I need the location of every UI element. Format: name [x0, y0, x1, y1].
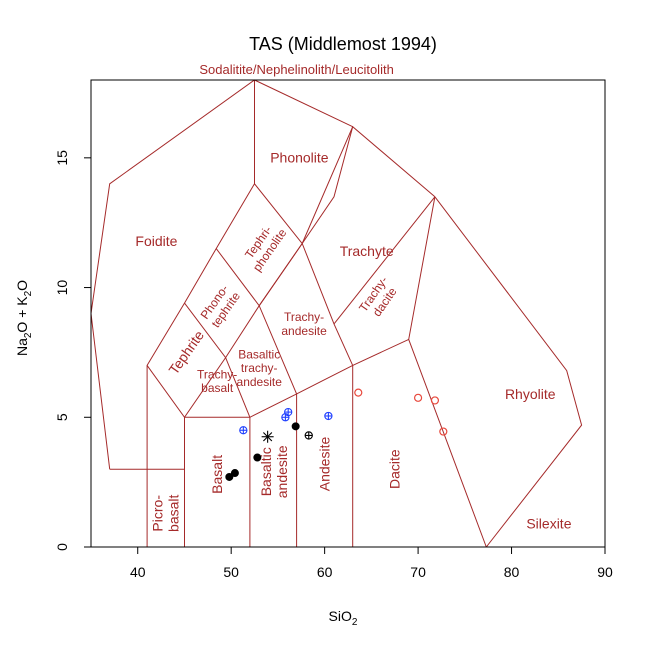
- field-label-phonolite: Phonolite: [270, 150, 329, 166]
- data-point-11: [413, 393, 423, 402]
- field-label-rhyolite: Rhyolite: [505, 386, 556, 402]
- field-label-trachyte: Trachyte: [340, 243, 394, 259]
- chart-title: TAS (Middlemost 1994): [249, 34, 437, 54]
- y-tick-label-0: 0: [54, 543, 70, 551]
- y-tick-label-5: 5: [54, 413, 70, 421]
- field-label-tephri-phonolite: Tephri-phonolite: [239, 218, 290, 274]
- data-point-10: [354, 388, 363, 397]
- field-boundary-0: [146, 125, 436, 547]
- x-tick-label-70: 70: [410, 564, 426, 580]
- x-tick-label-40: 40: [130, 564, 146, 580]
- x-axis: 40 50 60 70 80 90: [130, 546, 613, 580]
- field-boundary-12: [333, 196, 436, 325]
- field-label-silexite: Silexite: [526, 516, 571, 532]
- field-label-basaltic-trachy-andesite: Basaltic trachy-andesite: [237, 347, 283, 389]
- field-boundaries: [90, 79, 583, 548]
- field-label-trachy-basalt: Trachy-basalt: [197, 367, 237, 395]
- x-tick-label-80: 80: [504, 564, 520, 580]
- data-point-3: [291, 422, 300, 431]
- y-tick-label-10: 10: [54, 280, 70, 296]
- field-boundary-2: [184, 338, 409, 547]
- field-label-andesite: Andesite: [317, 437, 333, 492]
- data-point-6: [239, 426, 248, 435]
- field-labels: Foidite Phonolite Trachyte Rhyolite Silexite…: [135, 62, 571, 532]
- field-label-foidite: Foidite: [135, 233, 177, 249]
- x-axis-label: SiO2: [329, 608, 358, 628]
- plot-frame: [90, 79, 606, 548]
- data-point-1: [230, 469, 239, 478]
- x-tick-label-90: 90: [597, 564, 613, 580]
- y-axis-label: Na2O + K2O: [14, 280, 34, 356]
- field-boundary-11: [258, 242, 354, 366]
- data-point-4: [261, 430, 274, 443]
- data-points: [225, 388, 448, 481]
- y-tick-label-15: 15: [54, 150, 70, 166]
- field-label-basalt: Basalt: [209, 455, 225, 494]
- data-point-0: [225, 472, 234, 481]
- field-boundary-13: [408, 196, 487, 548]
- field-label-sodalitite: Sodalitite/Nephelinolith/Leucitolith: [199, 62, 393, 77]
- x-tick-label-50: 50: [223, 564, 239, 580]
- y-axis: 0 5 10 15: [54, 150, 92, 551]
- x-tick-label-60: 60: [317, 564, 333, 580]
- field-boundary-7: [184, 302, 251, 418]
- field-label-picro-basalt: Picro-basalt: [150, 494, 182, 531]
- field-label-trachy-dacite: Trachy-dacite: [356, 274, 402, 323]
- field-boundary-10: [301, 126, 354, 244]
- data-point-2: [253, 453, 262, 462]
- data-point-8: [284, 407, 293, 417]
- data-point-12: [430, 396, 440, 405]
- field-label-basaltic-andesite: Basalticandesite: [258, 445, 290, 498]
- field-boundary-15: [434, 196, 583, 548]
- field-label-dacite: Dacite: [387, 449, 403, 489]
- field-label-trachy-andesite: Trachy-andesite: [281, 310, 327, 338]
- field-label-phono-tephrite: Phono-tephrite: [197, 281, 243, 330]
- data-point-13: [439, 427, 448, 436]
- data-point-9: [324, 411, 333, 421]
- field-boundary-14: [90, 79, 353, 470]
- data-point-5: [304, 431, 313, 440]
